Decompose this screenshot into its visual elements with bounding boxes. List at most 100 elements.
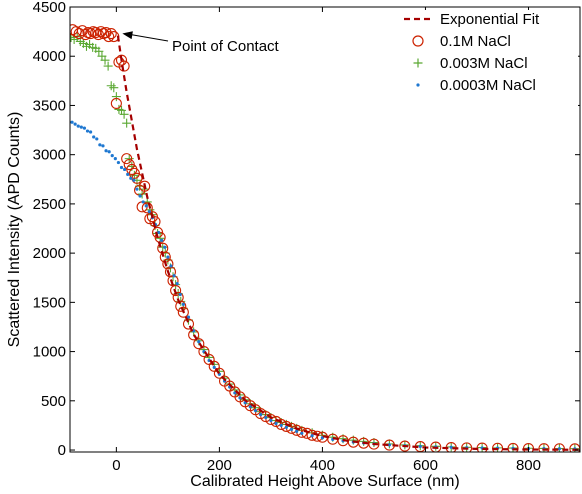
data-point-dot [175, 282, 179, 286]
data-point-dot [126, 172, 130, 176]
data-point-circle [175, 300, 187, 312]
data-point-dot [169, 264, 173, 268]
data-point-dot [82, 126, 87, 130]
data-point-plus [111, 92, 121, 102]
y-tick-label: 2000 [33, 245, 66, 262]
data-point-circle [110, 97, 122, 110]
legend-dot-marker [416, 83, 420, 87]
data-point-circle [399, 440, 411, 452]
data-point-circle [162, 258, 174, 270]
y-tick-label: 3500 [33, 97, 66, 114]
data-point-circle [430, 441, 442, 452]
exponential-fit-line [116, 35, 580, 451]
data-point-circle [461, 442, 473, 452]
legend-circle-marker [412, 35, 424, 47]
data-point-circle [103, 30, 115, 43]
data-point-circle [73, 28, 85, 40]
data-point-dot [557, 447, 561, 451]
data-point-dot [89, 130, 93, 134]
data-point-dot [212, 365, 216, 369]
data-point-dot [110, 154, 114, 158]
data-point-dot [284, 425, 288, 429]
data-point-circle [170, 284, 182, 297]
data-point-circle [177, 306, 189, 318]
annotation-arrow [130, 34, 169, 42]
axis-ticks: 0 200 400 600 800 0 500 1000 1500 2000 2500 3000 350… [33, 0, 580, 474]
y-tick-label: 3000 [33, 147, 66, 164]
legend-plus-marker [413, 58, 423, 68]
data-point-circle [115, 54, 128, 66]
data-point-plus [155, 233, 165, 243]
y-axis-label: Scattered Intensity (APD Counts) [6, 112, 23, 348]
y-tick-label: 4000 [33, 48, 66, 65]
data-point-dot [147, 210, 151, 214]
data-point-dot [129, 176, 133, 180]
data-point-dot [181, 302, 185, 306]
data-point-plus [103, 61, 113, 71]
data-point-dot [178, 292, 182, 297]
data-point-dot [253, 409, 258, 413]
data-point-dot [259, 412, 263, 417]
data-point-dot [157, 230, 161, 235]
data-point-dot [295, 429, 299, 433]
data-point-dot [449, 445, 453, 449]
data-point-circle [105, 28, 117, 40]
x-tick-label: 600 [413, 457, 438, 474]
data-point-dot [264, 415, 268, 420]
legend: Exponential Fit 0.1M NaCl 0.003M NaCl 0.… [398, 10, 578, 112]
y-tick-label: 2500 [33, 196, 66, 213]
annotation-text: Point of Contact [172, 38, 280, 55]
legend-series-2-label: 0.0003M NaCl [440, 77, 536, 94]
data-point-dot [144, 204, 148, 208]
data-point-dot [310, 434, 314, 438]
data-point-plus [122, 118, 132, 128]
y-tick-label: 1500 [33, 294, 66, 311]
series-dot [70, 120, 577, 451]
data-point-dot [101, 144, 105, 148]
x-tick-label: 0 [112, 457, 120, 474]
legend-series-1-label: 0.003M NaCl [440, 55, 528, 72]
data-point-dot [248, 405, 252, 409]
data-point-dot [141, 200, 145, 204]
data-point-dot [76, 124, 80, 128]
data-point-dot [135, 187, 139, 191]
data-point-circle [85, 28, 97, 40]
data-point-plus [100, 55, 110, 65]
plot-area [70, 24, 580, 452]
x-tick-label: 800 [516, 457, 541, 474]
data-point-circle [141, 202, 153, 214]
data-point-dot [132, 178, 136, 182]
y-tick-label: 4500 [33, 0, 66, 16]
y-tick-label: 500 [41, 393, 66, 410]
data-point-circle [79, 29, 92, 41]
data-point-dot [160, 238, 164, 242]
data-point-dot [92, 135, 96, 139]
y-tick-label: 1000 [33, 344, 66, 361]
data-point-circle [538, 443, 550, 452]
data-point-plus [119, 109, 129, 119]
x-tick-label: 200 [207, 457, 232, 474]
data-point-circle [92, 29, 104, 41]
data-point-plus [109, 83, 119, 93]
data-point-dot [123, 167, 127, 172]
plot-frame [69, 6, 581, 453]
data-point-dot [418, 444, 422, 448]
data-point-circle [198, 346, 210, 358]
data-point-dot [163, 245, 167, 249]
data-point-dot [104, 149, 108, 153]
data-point-circle [139, 180, 151, 192]
data-point-dot [186, 315, 191, 319]
data-point-circle [182, 318, 195, 330]
data-point-circle [76, 25, 88, 37]
y-tick-label: 0 [58, 442, 66, 459]
data-point-dot [172, 274, 176, 278]
data-point-dot [269, 418, 273, 423]
legend-fit-label: Exponential Fit [440, 11, 540, 28]
data-point-circle [213, 367, 225, 379]
x-axis-label: Calibrated Height Above Surface (nm) [190, 473, 459, 490]
data-point-dot [166, 255, 170, 259]
data-point-dot [274, 421, 278, 426]
data-point-dot [238, 396, 242, 400]
annotation-arrowhead [122, 31, 133, 40]
